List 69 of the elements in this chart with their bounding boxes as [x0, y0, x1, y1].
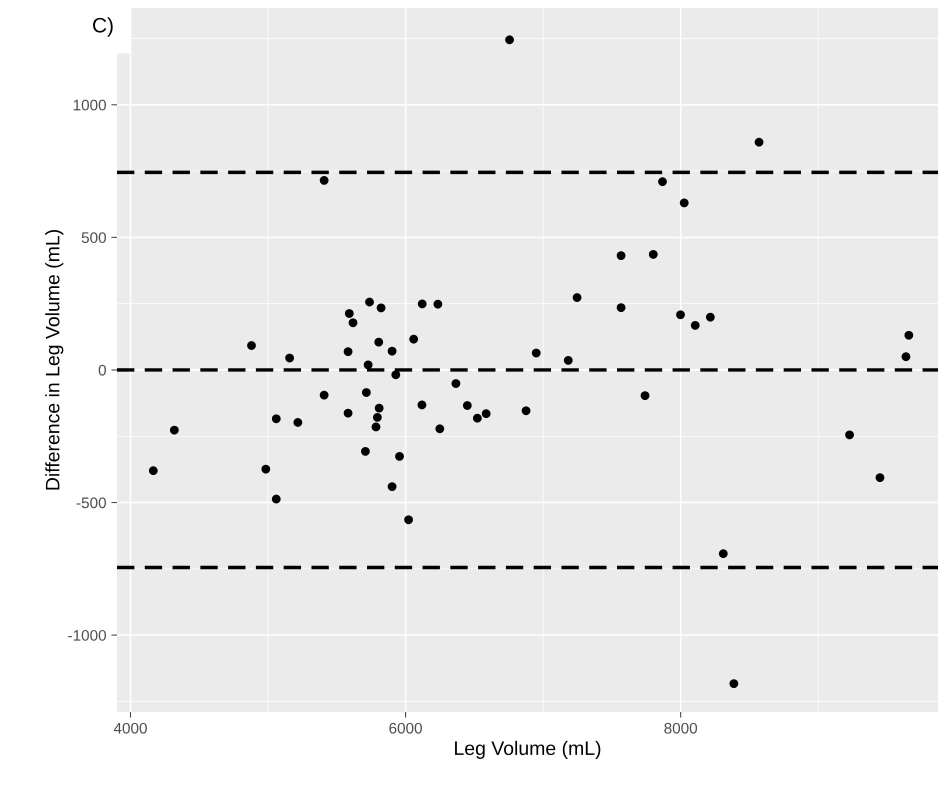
point — [902, 352, 910, 362]
point — [170, 426, 179, 435]
point — [362, 388, 371, 397]
point — [320, 176, 329, 185]
x-tick-label: 6000 — [389, 722, 422, 734]
point — [261, 464, 270, 474]
y-tick-label: -500 — [76, 497, 106, 508]
point — [391, 370, 400, 380]
x-tick-label: 4000 — [114, 722, 147, 734]
point — [293, 418, 302, 427]
point — [452, 379, 460, 388]
point — [374, 404, 384, 413]
y-axis-title: Difference in Leg Volume (mL) — [45, 230, 64, 490]
y-tick-label: 1000 — [74, 100, 106, 110]
point — [344, 347, 352, 356]
point — [616, 251, 626, 260]
point — [344, 309, 354, 318]
point — [285, 354, 294, 362]
point — [418, 400, 426, 410]
point — [729, 679, 738, 688]
point — [640, 391, 650, 400]
point — [376, 304, 386, 312]
point — [364, 360, 373, 370]
point — [462, 401, 472, 410]
point — [395, 452, 404, 461]
point — [418, 300, 427, 308]
point — [522, 406, 530, 416]
point — [348, 318, 358, 328]
y-tick-label: 0 — [98, 364, 106, 376]
point — [532, 348, 541, 358]
point — [272, 494, 281, 504]
point — [482, 409, 491, 418]
point — [845, 430, 854, 440]
point — [247, 341, 256, 350]
point — [344, 408, 352, 418]
point — [648, 250, 658, 259]
y-tick-label: 500 — [82, 232, 106, 244]
point — [472, 414, 482, 423]
point — [754, 138, 764, 147]
point — [564, 356, 573, 365]
y-tick-label: -1000 — [68, 630, 106, 641]
point — [706, 312, 715, 322]
point — [718, 549, 728, 558]
point — [361, 446, 370, 456]
point — [434, 300, 442, 309]
x-axis-title: Leg Volume (mL) — [455, 740, 600, 759]
point — [876, 473, 884, 482]
point — [690, 321, 700, 330]
point — [272, 414, 281, 424]
x-tick-label: 8000 — [664, 722, 698, 734]
point — [676, 310, 685, 320]
point — [320, 390, 329, 400]
point — [409, 334, 418, 344]
chart-title: C) — [93, 17, 113, 37]
point — [372, 422, 380, 432]
point — [616, 303, 626, 312]
point — [388, 482, 396, 492]
point — [404, 515, 413, 524]
point — [572, 293, 582, 302]
point — [680, 198, 689, 208]
point — [658, 177, 667, 186]
point — [148, 466, 158, 476]
point — [435, 424, 444, 434]
point — [388, 346, 396, 356]
point — [372, 413, 382, 422]
point — [904, 330, 914, 340]
point — [374, 338, 384, 346]
point — [365, 298, 374, 306]
point — [505, 35, 514, 44]
